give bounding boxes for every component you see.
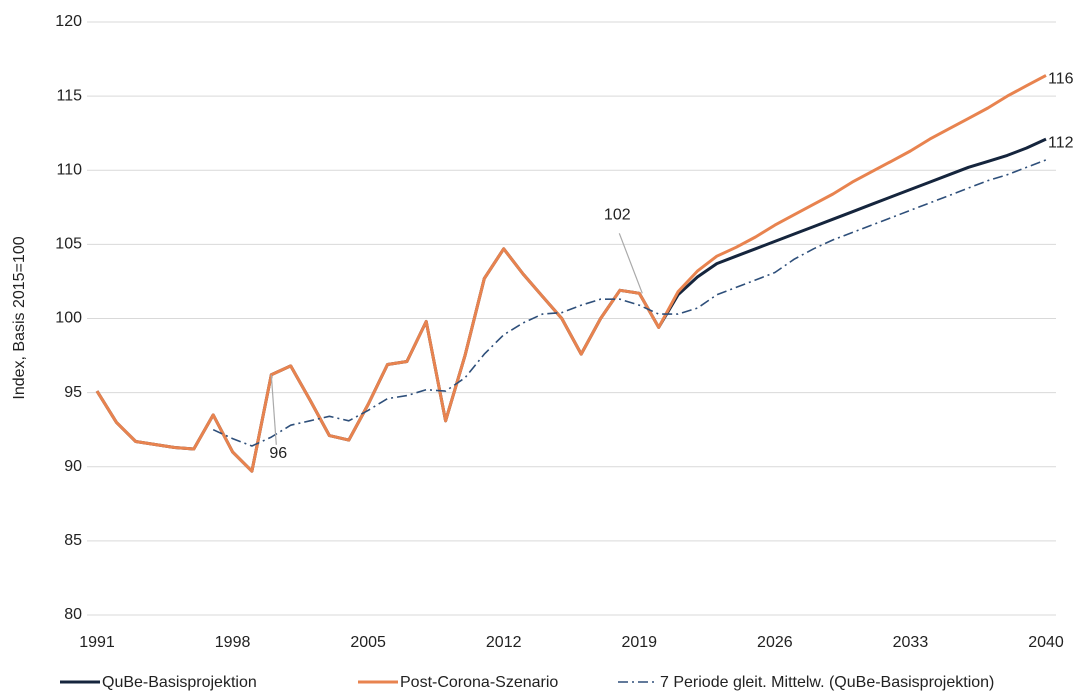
leader-line (618, 233, 643, 294)
series-line (95, 74, 1047, 473)
annotation: 96 (269, 445, 287, 462)
series-line (95, 137, 1047, 473)
x-tick-label: 2040 (1028, 634, 1064, 651)
legend-label: Post-Corona-Szenario (400, 674, 558, 691)
x-tick-label: 2005 (350, 634, 386, 651)
legend-label: QuBe-Basisprojektion (102, 674, 257, 691)
y-tick-label: 85 (64, 532, 82, 549)
legend-label: 7 Periode gleit. Mittelw. (QuBe-Basispro… (660, 674, 994, 691)
x-tick-label: 1998 (215, 634, 251, 651)
y-tick-label: 115 (56, 87, 82, 104)
annotation: 116 (1048, 71, 1074, 88)
y-tick-label: 120 (55, 13, 82, 30)
y-tick-label: 95 (64, 384, 82, 401)
leader-line (270, 374, 277, 445)
x-tick-label: 2026 (757, 634, 793, 651)
y-tick-label: 110 (56, 161, 82, 178)
x-tick-label: 2019 (621, 634, 657, 651)
x-tick-label: 2033 (893, 634, 929, 651)
annotation: 102 (604, 207, 631, 224)
x-tick-label: 2012 (486, 634, 522, 651)
y-tick-label: 90 (64, 458, 82, 475)
y-tick-label: 105 (55, 236, 82, 253)
y-tick-label: 100 (55, 310, 82, 327)
annotation: 112 (1048, 134, 1074, 151)
x-tick-label: 1991 (79, 634, 115, 651)
series-line (212, 159, 1047, 447)
y-axis-label: Index, Basis 2015=100 (11, 236, 28, 399)
y-tick-label: 80 (64, 606, 82, 623)
